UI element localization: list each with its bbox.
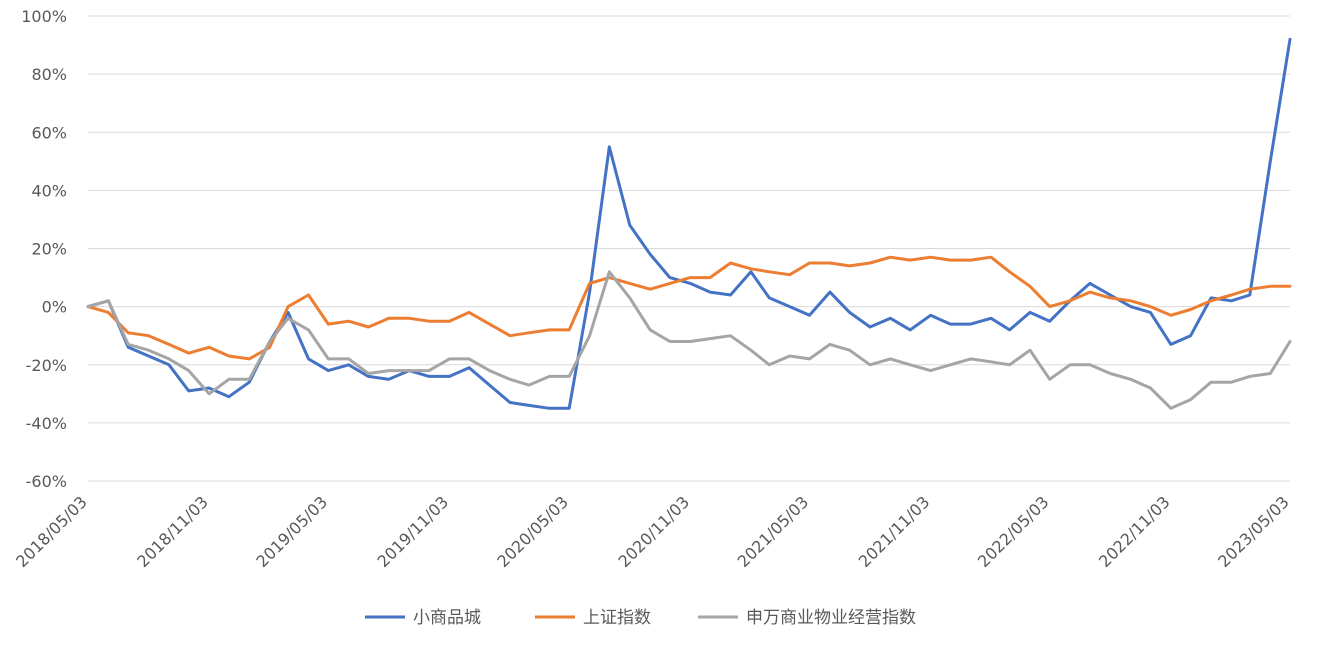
y-axis-ticks: 100% 80% 60% 40% 20% 0% -20% -40% -60%: [21, 7, 67, 491]
x-tick-label: 2018/11/03: [133, 492, 212, 571]
x-tick-label: 2019/11/03: [374, 492, 453, 571]
series-line-2: [86, 255, 1292, 361]
x-tick-label: 2019/05/03: [252, 492, 331, 571]
x-tick-label: 2020/11/03: [615, 492, 694, 571]
x-tick-label: 2018/05/03: [12, 492, 91, 571]
x-tick-label: 2020/05/03: [493, 492, 572, 571]
x-tick-label: 2021/11/03: [855, 492, 934, 571]
y-tick-label: -20%: [26, 356, 67, 375]
legend: 小商品城 上证指数 申万商业物业经营指数: [365, 608, 916, 628]
y-tick-label: 20%: [31, 240, 67, 259]
gridlines: [88, 15, 1290, 482]
y-tick-label: 80%: [31, 65, 67, 84]
legend-label: 申万商业物业经营指数: [746, 608, 916, 628]
y-tick-label: 60%: [31, 123, 67, 142]
y-tick-label: -60%: [26, 472, 67, 491]
legend-label: 小商品城: [413, 608, 481, 628]
x-tick-label: 2022/05/03: [974, 492, 1053, 571]
y-tick-label: 40%: [31, 181, 67, 200]
y-tick-label: 0%: [42, 298, 67, 317]
series-lines: [86, 37, 1292, 410]
x-tick-label: 2023/05/03: [1214, 492, 1293, 571]
legend-label: 上证指数: [583, 608, 651, 628]
series-line-1: [86, 37, 1292, 410]
x-axis-ticks: 2018/05/03 2018/11/03 2019/05/03 2019/11/03…: [12, 492, 1293, 571]
x-tick-label: 2021/05/03: [734, 492, 813, 571]
y-tick-label: 100%: [21, 7, 67, 26]
series-line-3: [86, 270, 1292, 410]
x-tick-label: 2022/11/03: [1095, 492, 1174, 571]
y-tick-label: -40%: [26, 414, 67, 433]
